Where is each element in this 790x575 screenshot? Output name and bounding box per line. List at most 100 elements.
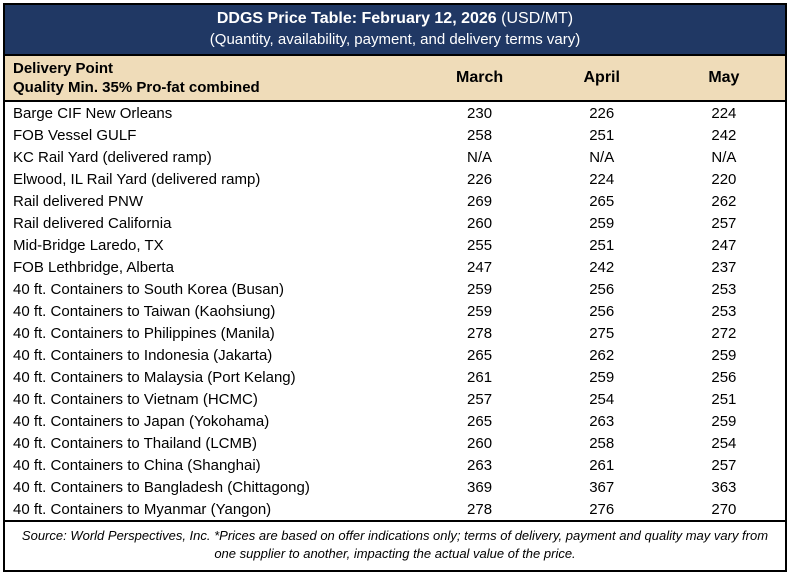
delivery-point-header: Delivery Point Quality Min. 35% Pro-fat … bbox=[5, 54, 419, 102]
delivery-point-cell: Rail delivered PNW bbox=[13, 192, 144, 210]
table-subtitle: (Quantity, availability, payment, and de… bbox=[209, 31, 581, 48]
price-cell-march: 226 bbox=[467, 170, 493, 188]
table-row: 40 ft. Containers to Philippines (Manila… bbox=[5, 322, 785, 344]
table-row: Rail delivered California 260 259 257 bbox=[5, 212, 785, 234]
delivery-point-cell: 40 ft. Containers to Myanmar (Yangon) bbox=[13, 500, 272, 518]
price-cell-april: 254 bbox=[589, 390, 615, 408]
table-row: 40 ft. Containers to Malaysia (Port Kela… bbox=[5, 366, 785, 388]
table-row: KC Rail Yard (delivered ramp) N/A N/A N/… bbox=[5, 146, 785, 168]
delivery-point-cell: Barge CIF New Orleans bbox=[13, 104, 173, 122]
price-cell-may: 270 bbox=[711, 500, 737, 518]
price-cell-april: 256 bbox=[589, 302, 615, 320]
price-cell-may: 242 bbox=[711, 126, 737, 144]
delivery-point-cell: 40 ft. Containers to Bangladesh (Chittag… bbox=[13, 478, 310, 496]
delivery-point-cell: Elwood, IL Rail Yard (delivered ramp) bbox=[13, 170, 261, 188]
price-cell-march: 260 bbox=[467, 434, 493, 452]
price-cell-march: 269 bbox=[467, 192, 493, 210]
price-cell-april: 259 bbox=[589, 368, 615, 386]
price-cell-april: 258 bbox=[589, 434, 615, 452]
price-cell-may: 363 bbox=[711, 478, 737, 496]
price-cell-march: 260 bbox=[467, 214, 493, 232]
price-cell-april: 263 bbox=[589, 412, 615, 430]
price-cell-march: 257 bbox=[467, 390, 493, 408]
price-cell-may: 259 bbox=[711, 412, 737, 430]
price-cell-march: 278 bbox=[467, 500, 493, 518]
price-cell-april: 251 bbox=[589, 236, 615, 254]
column-header-row: Delivery Point Quality Min. 35% Pro-fat … bbox=[5, 54, 785, 102]
price-cell-may: 257 bbox=[711, 214, 737, 232]
price-cell-march: 259 bbox=[467, 302, 493, 320]
month-header-april: April bbox=[540, 54, 663, 102]
price-cell-march: 263 bbox=[467, 456, 493, 474]
price-cell-march: N/A bbox=[467, 148, 493, 166]
price-cell-march: 265 bbox=[467, 346, 493, 364]
price-cell-april: 275 bbox=[589, 324, 615, 342]
price-cell-march: 261 bbox=[467, 368, 493, 386]
table-row: 40 ft. Containers to Indonesia (Jakarta)… bbox=[5, 344, 785, 366]
price-cell-may: 237 bbox=[711, 258, 737, 276]
price-cell-april: 224 bbox=[589, 170, 615, 188]
price-table: Delivery Point Quality Min. 35% Pro-fat … bbox=[5, 54, 785, 520]
price-cell-march: 369 bbox=[467, 478, 493, 496]
delivery-point-header-line2: Quality Min. 35% Pro-fat combined bbox=[13, 79, 260, 96]
price-cell-april: 367 bbox=[589, 478, 615, 496]
table-title-unit: (USD/MT) bbox=[501, 10, 574, 27]
delivery-point-cell: 40 ft. Containers to Thailand (LCMB) bbox=[13, 434, 258, 452]
delivery-point-cell: 40 ft. Containers to Vietnam (HCMC) bbox=[13, 390, 258, 408]
price-cell-march: 278 bbox=[467, 324, 493, 342]
delivery-point-cell: 40 ft. Containers to Taiwan (Kaohsiung) bbox=[13, 302, 276, 320]
delivery-point-header-line1: Delivery Point bbox=[13, 60, 114, 77]
price-cell-may: 259 bbox=[711, 346, 737, 364]
delivery-point-cell: FOB Lethbridge, Alberta bbox=[13, 258, 174, 276]
table-row: FOB Lethbridge, Alberta 247 242 237 bbox=[5, 256, 785, 278]
table-row: Mid-Bridge Laredo, TX 255 251 247 bbox=[5, 234, 785, 256]
price-cell-may: N/A bbox=[711, 148, 737, 166]
price-cell-march: 255 bbox=[467, 236, 493, 254]
table-title-banner: DDGS Price Table: February 12, 2026 (USD… bbox=[5, 5, 785, 54]
table-frame: DDGS Price Table: February 12, 2026 (USD… bbox=[3, 3, 787, 572]
delivery-point-cell: 40 ft. Containers to Indonesia (Jakarta) bbox=[13, 346, 273, 364]
price-cell-may: 256 bbox=[711, 368, 737, 386]
price-cell-march: 265 bbox=[467, 412, 493, 430]
table-row: 40 ft. Containers to Japan (Yokohama) 26… bbox=[5, 410, 785, 432]
price-cell-may: 247 bbox=[711, 236, 737, 254]
price-cell-may: 253 bbox=[711, 302, 737, 320]
price-cell-may: 254 bbox=[711, 434, 737, 452]
delivery-point-cell: Rail delivered California bbox=[13, 214, 172, 232]
table-row: Rail delivered PNW 269 265 262 bbox=[5, 190, 785, 212]
price-cell-april: 251 bbox=[589, 126, 615, 144]
price-cell-april: 276 bbox=[589, 500, 615, 518]
delivery-point-cell: FOB Vessel GULF bbox=[13, 126, 137, 144]
delivery-point-cell: 40 ft. Containers to Malaysia (Port Kela… bbox=[13, 368, 296, 386]
delivery-point-cell: 40 ft. Containers to Japan (Yokohama) bbox=[13, 412, 270, 430]
price-cell-march: 259 bbox=[467, 280, 493, 298]
table-row: 40 ft. Containers to Myanmar (Yangon) 27… bbox=[5, 498, 785, 520]
table-row: Barge CIF New Orleans 230 226 224 bbox=[5, 101, 785, 124]
table-row: 40 ft. Containers to Taiwan (Kaohsiung) … bbox=[5, 300, 785, 322]
price-cell-march: 258 bbox=[467, 126, 493, 144]
source-disclaimer: Source: World Perspectives, Inc. *Prices… bbox=[5, 520, 785, 570]
price-cell-may: 253 bbox=[711, 280, 737, 298]
month-header-may: May bbox=[662, 54, 785, 102]
price-cell-april: 256 bbox=[589, 280, 615, 298]
price-cell-march: 247 bbox=[467, 258, 493, 276]
price-cell-april: 226 bbox=[589, 104, 615, 122]
price-cell-april: 259 bbox=[589, 214, 615, 232]
price-cell-april: 242 bbox=[589, 258, 615, 276]
price-cell-april: 261 bbox=[589, 456, 615, 474]
price-cell-may: 262 bbox=[711, 192, 737, 210]
price-cell-april: 262 bbox=[589, 346, 615, 364]
price-cell-may: 272 bbox=[711, 324, 737, 342]
table-title-line: DDGS Price Table: February 12, 2026 (USD… bbox=[5, 8, 785, 29]
price-cell-may: 220 bbox=[711, 170, 737, 188]
delivery-point-cell: Mid-Bridge Laredo, TX bbox=[13, 236, 164, 254]
table-row: 40 ft. Containers to South Korea (Busan)… bbox=[5, 278, 785, 300]
month-header-march: March bbox=[418, 54, 541, 102]
table-row: FOB Vessel GULF 258 251 242 bbox=[5, 124, 785, 146]
price-cell-march: 230 bbox=[467, 104, 493, 122]
delivery-point-cell: 40 ft. Containers to Philippines (Manila… bbox=[13, 324, 275, 342]
table-row: 40 ft. Containers to Thailand (LCMB) 260… bbox=[5, 432, 785, 454]
price-cell-may: 224 bbox=[711, 104, 737, 122]
table-title: DDGS Price Table: February 12, 2026 bbox=[216, 10, 497, 27]
